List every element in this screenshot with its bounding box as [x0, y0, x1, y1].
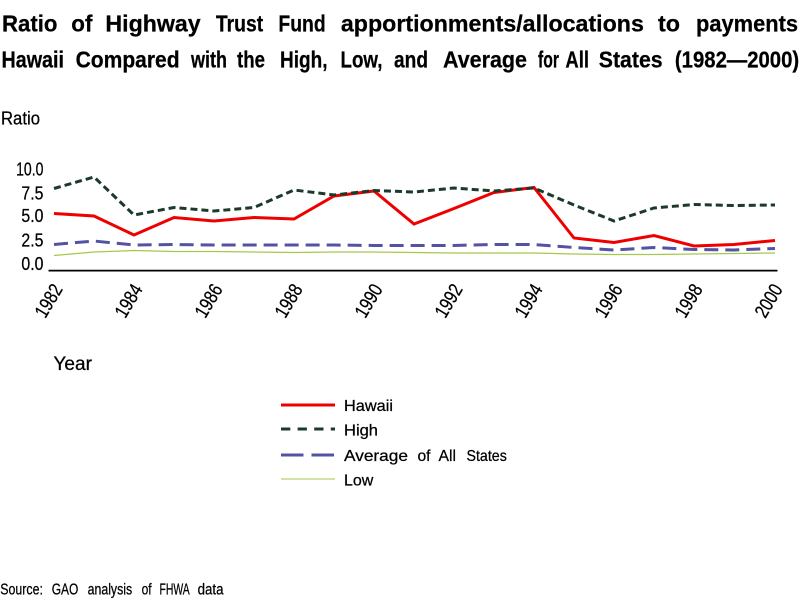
svg-text:Low: Low: [344, 473, 374, 490]
svg-text:Ratio: Ratio: [1, 109, 40, 129]
svg-text:of: of: [71, 11, 92, 37]
svg-text:of: of: [142, 582, 153, 599]
svg-text:Highway: Highway: [105, 11, 200, 37]
svg-text:the: the: [237, 47, 265, 73]
svg-text:Hawaii: Hawaii: [344, 398, 393, 415]
svg-text:States: States: [467, 448, 507, 465]
svg-text:High,: High,: [280, 47, 328, 73]
svg-text:Trust: Trust: [216, 11, 263, 37]
svg-text:10.0: 10.0: [16, 160, 43, 180]
svg-text:Average: Average: [344, 448, 408, 465]
svg-text:States: States: [599, 47, 663, 73]
svg-text:2.5: 2.5: [21, 230, 43, 250]
svg-text:Ratio: Ratio: [2, 11, 57, 37]
svg-text:5.0: 5.0: [21, 206, 43, 226]
svg-text:Hawaii: Hawaii: [2, 47, 65, 73]
svg-text:0.0: 0.0: [21, 254, 43, 274]
svg-text:Fund: Fund: [278, 11, 325, 37]
svg-text:of: of: [418, 448, 432, 465]
svg-text:Source:: Source:: [0, 582, 43, 599]
svg-text:Low,: Low,: [341, 47, 383, 73]
svg-text:High: High: [344, 423, 378, 440]
svg-text:All: All: [565, 47, 589, 73]
svg-text:All: All: [439, 448, 457, 465]
svg-text:for: for: [538, 47, 559, 73]
svg-text:7.5: 7.5: [21, 184, 43, 204]
svg-text:payments: payments: [696, 11, 798, 37]
svg-text:with: with: [190, 47, 227, 73]
svg-text:FHWA: FHWA: [160, 582, 191, 599]
svg-text:and: and: [394, 47, 428, 73]
svg-text:data: data: [198, 582, 224, 599]
svg-text:Compared: Compared: [76, 47, 180, 73]
svg-text:Average: Average: [443, 47, 527, 73]
svg-text:GAO: GAO: [52, 582, 79, 599]
svg-text:to: to: [658, 11, 680, 37]
svg-text:analysis: analysis: [88, 582, 133, 599]
svg-text:(1982—2000): (1982—2000): [675, 47, 799, 73]
svg-text:apportionments/allocations: apportionments/allocations: [341, 11, 644, 37]
svg-text:Year: Year: [54, 354, 93, 375]
